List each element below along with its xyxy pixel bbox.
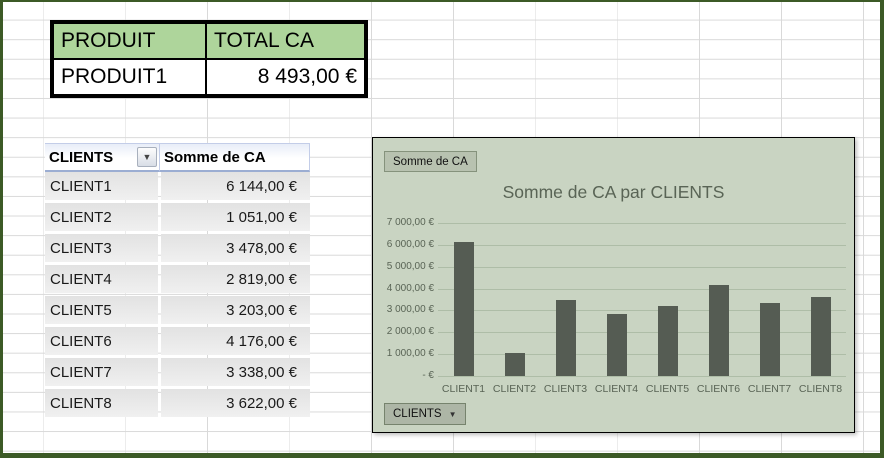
pivot-header-row: CLIENTS ▼ Somme de CA bbox=[45, 143, 310, 172]
y-axis-tick-label: 1 000,00 € bbox=[386, 348, 434, 360]
pivot-rows: CLIENT1 6 144,00 € CLIENT2 1 051,00 € CLIENT… bbox=[45, 172, 310, 420]
y-axis-tick-label: 7 000,00 € bbox=[386, 217, 434, 228]
chevron-down-icon: ▼ bbox=[448, 409, 457, 419]
pivot-header-somme-ca-label: Somme de CA bbox=[164, 148, 266, 166]
x-axis-tick-label: CLIENT3 bbox=[543, 383, 588, 395]
chart-axis-field-label: CLIENTS bbox=[393, 408, 442, 420]
pivot-value-cell[interactable]: 6 144,00 € bbox=[161, 172, 310, 200]
x-axis-tick-label: CLIENT6 bbox=[696, 383, 741, 395]
total-ca-value-cell[interactable]: 8 493,00 € bbox=[206, 59, 365, 95]
pivot-header-somme-ca[interactable]: Somme de CA bbox=[160, 143, 310, 172]
chart-title: Somme de CA par CLIENTS bbox=[502, 182, 725, 202]
pivot-value-cell[interactable]: 3 338,00 € bbox=[161, 358, 310, 386]
pivot-client-cell[interactable]: CLIENT8 bbox=[45, 389, 158, 417]
pivot-header-clients[interactable]: CLIENTS ▼ bbox=[45, 143, 160, 172]
y-axis-tick-label: 6 000,00 € bbox=[386, 238, 434, 250]
pivot-client-cell[interactable]: CLIENT1 bbox=[45, 172, 158, 200]
window-frame-left bbox=[0, 0, 3, 458]
x-axis-tick-label: CLIENT5 bbox=[645, 383, 690, 395]
chart-gridline bbox=[438, 288, 846, 290]
x-axis-tick-label: CLIENT7 bbox=[747, 383, 792, 395]
chart-bar-client2[interactable] bbox=[504, 353, 525, 376]
pivot-value-cell[interactable]: 3 622,00 € bbox=[161, 389, 310, 417]
x-axis-tick-label: CLIENT8 bbox=[798, 383, 843, 395]
pivot-header-clients-label: CLIENTS bbox=[49, 148, 114, 166]
pivot-row: CLIENT6 4 176,00 € bbox=[45, 327, 310, 358]
pivot-client-cell[interactable]: CLIENT2 bbox=[45, 203, 158, 231]
pivot-row: CLIENT2 1 051,00 € bbox=[45, 203, 310, 234]
pivot-row: CLIENT1 6 144,00 € bbox=[45, 172, 310, 203]
chart-axis-field-button[interactable]: CLIENTS ▼ bbox=[384, 403, 466, 425]
y-axis-tick-label: 3 000,00 € bbox=[386, 304, 434, 316]
chart-gridline bbox=[438, 266, 846, 268]
pivot-value-cell[interactable]: 2 819,00 € bbox=[161, 265, 310, 293]
produit-summary-table: PRODUIT TOTAL CA PRODUIT1 8 493,00 € bbox=[50, 20, 368, 98]
filter-dropdown-icon: ▼ bbox=[142, 151, 152, 162]
chart-bar-client4[interactable] bbox=[606, 314, 627, 376]
chart-bar-client5[interactable] bbox=[657, 305, 678, 376]
pivot-value-cell[interactable]: 4 176,00 € bbox=[161, 327, 310, 355]
pivot-row: CLIENT8 3 622,00 € bbox=[45, 389, 310, 420]
pivot-client-cell[interactable]: CLIENT4 bbox=[45, 265, 158, 293]
x-axis-tick-label: CLIENT2 bbox=[492, 383, 537, 395]
chart-gridline bbox=[438, 244, 846, 246]
pivot-client-cell[interactable]: CLIENT6 bbox=[45, 327, 158, 355]
chart-bar-client6[interactable] bbox=[708, 284, 729, 376]
pivot-row: CLIENT4 2 819,00 € bbox=[45, 265, 310, 296]
filter-dropdown-button[interactable]: ▼ bbox=[137, 147, 157, 167]
chart-gridline bbox=[438, 376, 846, 377]
produit-value-cell[interactable]: PRODUIT1 bbox=[53, 59, 206, 95]
chart-value-field-button[interactable]: Somme de CA bbox=[384, 151, 477, 172]
produit-header-cell[interactable]: PRODUIT bbox=[53, 23, 206, 59]
pivot-value-cell[interactable]: 3 478,00 € bbox=[161, 234, 310, 262]
pivot-chart[interactable]: Somme de CA Somme de CA par CLIENTS CLIE… bbox=[372, 137, 855, 433]
pivot-row: CLIENT5 3 203,00 € bbox=[45, 296, 310, 327]
total-ca-header-cell[interactable]: TOTAL CA bbox=[206, 23, 365, 59]
chart-gridline bbox=[438, 223, 846, 224]
pivot-client-cell[interactable]: CLIENT3 bbox=[45, 234, 158, 262]
chart-bar-client1[interactable] bbox=[453, 241, 474, 376]
pivot-row: CLIENT3 3 478,00 € bbox=[45, 234, 310, 265]
chart-gridline bbox=[438, 310, 846, 312]
window-frame-bottom bbox=[0, 453, 884, 458]
pivot-client-cell[interactable]: CLIENT7 bbox=[45, 358, 158, 386]
y-axis-tick-label: 2 000,00 € bbox=[386, 326, 434, 338]
pivot-table: CLIENTS ▼ Somme de CA CLIENT1 6 144,00 € C… bbox=[45, 143, 310, 420]
y-axis-tick-label: 4 000,00 € bbox=[386, 282, 434, 294]
chart-gridline bbox=[438, 332, 846, 334]
chart-bar-client7[interactable] bbox=[759, 303, 780, 376]
window-frame-top bbox=[0, 0, 884, 2]
x-axis-tick-label: CLIENT4 bbox=[594, 383, 639, 395]
pivot-value-cell[interactable]: 1 051,00 € bbox=[161, 203, 310, 231]
chart-gridline bbox=[438, 354, 846, 356]
y-axis-tick-label: - € bbox=[422, 370, 434, 381]
chart-bar-client8[interactable] bbox=[810, 296, 831, 376]
pivot-client-cell[interactable]: CLIENT5 bbox=[45, 296, 158, 324]
pivot-value-cell[interactable]: 3 203,00 € bbox=[161, 296, 310, 324]
chart-bar-client3[interactable] bbox=[555, 299, 576, 376]
window-frame-right bbox=[880, 0, 884, 458]
pivot-row: CLIENT7 3 338,00 € bbox=[45, 358, 310, 389]
x-axis-tick-label: CLIENT1 bbox=[441, 383, 486, 395]
y-axis-tick-label: 5 000,00 € bbox=[386, 260, 434, 272]
